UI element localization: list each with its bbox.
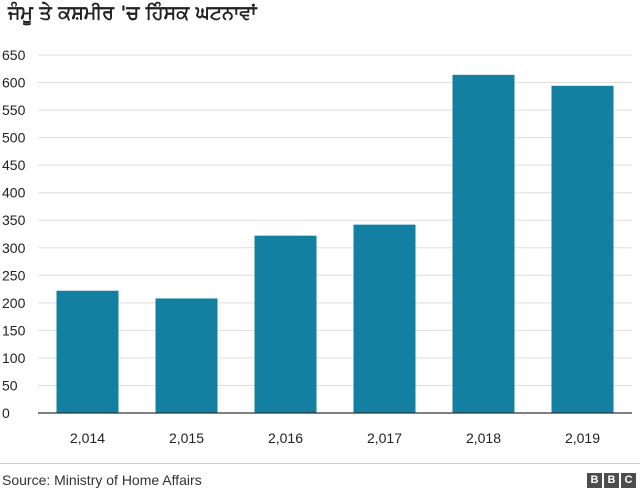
y-tick-label-550: 550 — [2, 102, 26, 118]
chart-title: ਜੰਮੂ ਤੇ ਕਸ਼ਮੀਰ 'ਚ ਹਿੰਸਕ ਘਟਨਾਵਾਂ — [8, 2, 257, 24]
y-tick-label-450: 450 — [2, 157, 26, 173]
source-note: Source: Ministry of Home Affairs — [2, 472, 202, 488]
x-axis-tick-labels: 2,014 2,015 2,016 2,017 2,018 2,019 — [70, 430, 600, 446]
y-tick-label-650: 650 — [2, 47, 26, 63]
y-tick-label-100: 100 — [2, 350, 26, 366]
footer-divider — [0, 463, 640, 464]
logo-letter-b2: B — [604, 473, 619, 488]
x-tick-label-0: 2,014 — [70, 430, 105, 446]
x-tick-label-1: 2,015 — [169, 430, 204, 446]
bbc-logo: B B C — [587, 473, 636, 488]
bar-1 — [155, 298, 218, 413]
y-tick-label-250: 250 — [2, 267, 26, 283]
x-tick-label-4: 2,018 — [466, 430, 501, 446]
bar-0 — [56, 290, 119, 413]
x-tick-label-2: 2,016 — [268, 430, 303, 446]
bar-5 — [551, 85, 614, 413]
bar-2 — [254, 235, 317, 413]
grid-lines — [38, 54, 632, 386]
bar-4 — [452, 74, 515, 413]
y-tick-label-400: 400 — [2, 185, 26, 201]
y-tick-label-350: 350 — [2, 212, 26, 228]
y-tick-label-600: 600 — [2, 75, 26, 91]
y-tick-label-50: 50 — [2, 377, 18, 393]
bar-chart: 050100150200250300350400450500550600650 … — [2, 47, 632, 446]
logo-letter-c: C — [621, 473, 636, 488]
x-tick-label-5: 2,019 — [565, 430, 600, 446]
y-tick-label-300: 300 — [2, 240, 26, 256]
bar-3 — [353, 224, 416, 413]
y-axis-tick-labels: 0 50 100 150 200 250 300 350 400 450 500 550 600 650 — [2, 47, 26, 421]
y-tick-label-0: 0 — [2, 405, 10, 421]
y-tick-label-500: 500 — [2, 130, 26, 146]
y-tick-label-200: 200 — [2, 295, 26, 311]
bars — [56, 74, 614, 413]
y-tick-label-150: 150 — [2, 322, 26, 338]
x-tick-label-3: 2,017 — [367, 430, 402, 446]
logo-letter-b1: B — [587, 473, 602, 488]
